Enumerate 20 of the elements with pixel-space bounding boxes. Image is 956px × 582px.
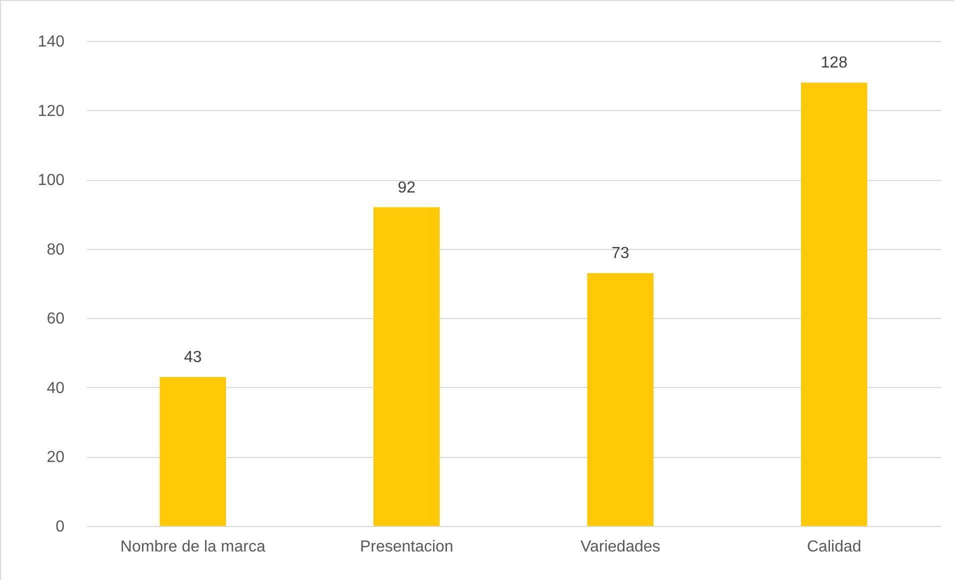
y-tick-label: 0 — [56, 518, 65, 536]
x-tick-label: Variedades — [580, 538, 660, 556]
x-tick-label: Nombre de la marca — [120, 538, 266, 556]
bar — [373, 207, 440, 526]
y-tick-label: 100 — [38, 172, 65, 190]
data-label: 43 — [184, 349, 202, 366]
y-tick-label: 60 — [46, 310, 65, 328]
bar — [160, 377, 226, 526]
x-tick-label: Calidad — [806, 538, 862, 556]
y-tick-label: 80 — [46, 241, 65, 258]
y-tick-label: 20 — [46, 449, 65, 466]
x-tick-label: Presentacion — [360, 538, 454, 556]
data-label: 92 — [398, 179, 416, 196]
data-label: 73 — [611, 245, 630, 262]
y-tick-label: 120 — [38, 102, 65, 120]
y-tick-label: 40 — [46, 380, 65, 397]
y-tick-label: 140 — [38, 34, 65, 50]
bar — [800, 82, 868, 526]
bar — [587, 273, 654, 526]
data-label: 128 — [820, 54, 848, 72]
